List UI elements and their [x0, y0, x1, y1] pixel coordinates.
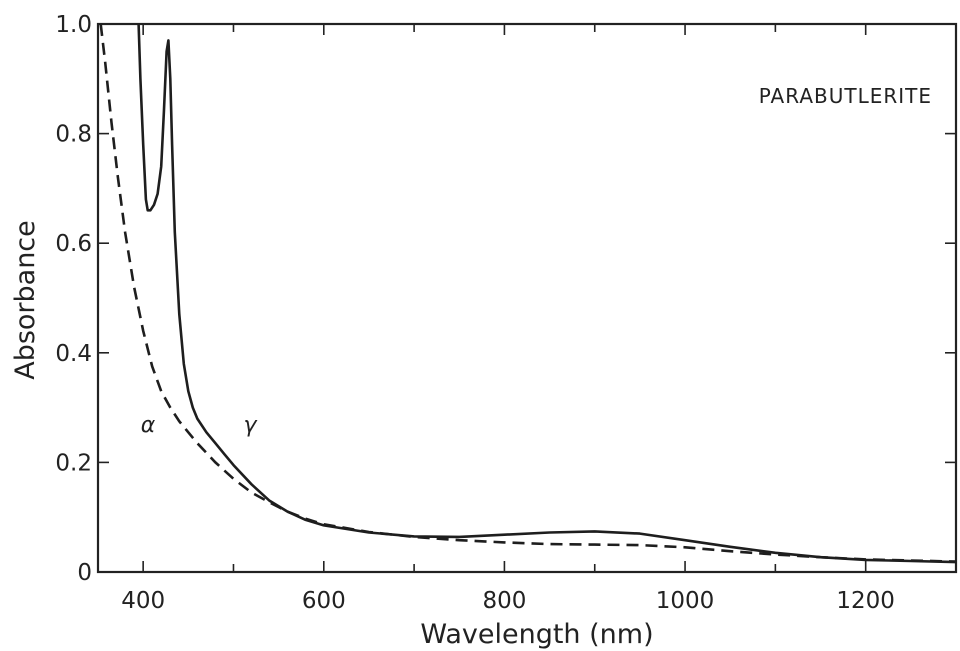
- y-tick-label: 0.4: [55, 341, 92, 367]
- annotation-gamma: γ: [243, 413, 257, 438]
- series-group: [99, 23, 957, 564]
- x-tick-label: 800: [482, 588, 526, 614]
- x-axis-title: Wavelength (nm): [420, 619, 653, 650]
- y-tick-label: 0: [77, 560, 92, 586]
- series-line-alpha: [99, 23, 957, 563]
- annotation-parabutlerite: PARABUTLERITE: [759, 84, 932, 108]
- y-tick-label: 0.6: [55, 231, 92, 257]
- axis-ticks: [98, 23, 956, 573]
- x-tick-label: 1000: [656, 588, 715, 614]
- y-axis-title: Absorbance: [10, 220, 41, 380]
- x-tick-label: 600: [302, 588, 346, 614]
- axis-tick-labels: 400 600 800 1000 1200 0 0.2 0.4 0.6 0.8 1.0: [55, 12, 895, 614]
- plot-frame: [96, 22, 958, 574]
- x-tick-label: 400: [121, 588, 165, 614]
- y-tick-label: 0.2: [55, 450, 92, 476]
- series-line-gamma: [137, 23, 957, 564]
- y-tick-label: 0.8: [55, 122, 92, 148]
- annotation-alpha: α: [141, 413, 156, 438]
- x-tick-label: 1200: [836, 588, 895, 614]
- y-tick-label: 1.0: [55, 12, 92, 38]
